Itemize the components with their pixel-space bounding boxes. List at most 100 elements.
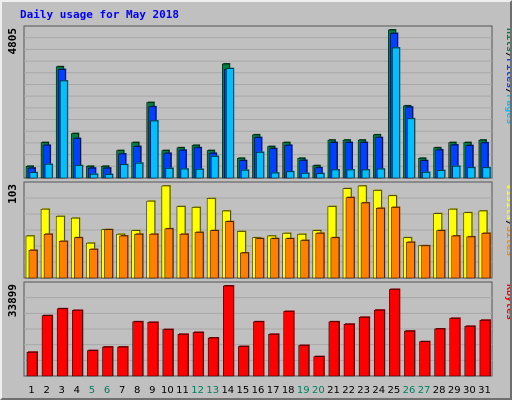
legend-visits: Visits: [504, 184, 510, 220]
bar-pages-day-25: [392, 47, 400, 179]
bar-sites-day-24: [375, 208, 385, 279]
bar-pages-day-1: [29, 172, 38, 179]
bar-pages-day-20: [316, 173, 325, 179]
x-tick-day-2: 2: [43, 385, 49, 396]
x-tick-day-19: 19: [297, 385, 310, 396]
bar-pages-day-3: [59, 80, 68, 179]
bar-sites-day-29: [451, 235, 460, 279]
bar-kbytes-day-6: [102, 346, 113, 377]
bar-pages-day-19: [301, 173, 309, 179]
bar-sites-day-19: [300, 240, 309, 279]
bar-pages-day-23: [361, 169, 370, 179]
x-tick-day-6: 6: [104, 385, 110, 396]
bar-pages-day-26: [407, 118, 415, 179]
bar-kbytes-day-24: [373, 309, 385, 377]
panel-1-legend: Hits/Files/Pages: [504, 28, 510, 124]
x-tick-day-9: 9: [149, 385, 155, 396]
bar-sites-day-31: [481, 233, 491, 279]
x-tick-day-7: 7: [119, 385, 125, 396]
bar-kbytes-day-22: [343, 323, 355, 377]
x-tick-day-26: 26: [403, 385, 416, 396]
bar-pages-day-9: [150, 120, 159, 179]
bar-kbytes-day-26: [404, 330, 415, 377]
bar-pages-day-31: [482, 167, 491, 179]
bar-kbytes-day-2: [41, 315, 53, 377]
bar-sites-day-5: [89, 249, 98, 279]
bar-kbytes-day-7: [117, 346, 128, 377]
legend-pages: Pages: [504, 94, 510, 124]
legend-sites: Sites: [504, 226, 510, 256]
bar-kbytes-day-4: [72, 310, 83, 377]
bar-sites-day-11: [179, 233, 189, 279]
bar-pages-day-16: [256, 152, 264, 179]
x-tick-day-10: 10: [161, 385, 174, 396]
x-tick-day-23: 23: [357, 385, 370, 396]
bar-kbytes-day-25: [389, 289, 400, 377]
bar-sites-day-16: [255, 238, 264, 279]
bar-sites-day-30: [466, 236, 476, 279]
bar-sites-day-7: [119, 235, 128, 279]
x-tick-day-15: 15: [237, 385, 250, 396]
bar-kbytes-day-20: [313, 356, 325, 377]
x-tick-day-1: 1: [28, 385, 34, 396]
bar-pages-day-12: [195, 169, 204, 179]
x-tick-day-4: 4: [74, 385, 80, 396]
bar-kbytes-day-30: [464, 326, 476, 377]
bar-pages-day-27: [422, 172, 430, 179]
bar-sites-day-18: [285, 238, 294, 279]
legend-files: Files: [504, 58, 510, 88]
bar-pages-day-8: [135, 162, 143, 179]
bar-kbytes-day-5: [87, 350, 98, 377]
bar-pages-day-4: [75, 165, 83, 179]
x-tick-day-24: 24: [372, 385, 385, 396]
bar-sites-day-13: [209, 230, 219, 279]
legend-hits: Hits: [504, 28, 510, 52]
bar-pages-day-11: [180, 168, 189, 179]
bar-kbytes-day-17: [268, 334, 279, 377]
x-tick-day-31: 31: [478, 385, 491, 396]
bar-kbytes-day-29: [449, 318, 460, 377]
bar-pages-day-29: [452, 166, 460, 179]
bar-pages-day-30: [467, 167, 476, 179]
panel-3-legend: KBytes: [504, 284, 510, 320]
bar-kbytes-day-28: [434, 328, 445, 377]
bar-sites-day-26: [406, 242, 415, 279]
x-tick-day-11: 11: [176, 385, 189, 396]
bar-kbytes-day-16: [253, 321, 264, 377]
x-tick-day-21: 21: [327, 385, 340, 396]
x-tick-day-27: 27: [418, 385, 431, 396]
bar-sites-day-27: [421, 245, 430, 279]
bar-kbytes-day-15: [238, 346, 249, 377]
legend-separator: /: [504, 88, 510, 94]
x-tick-day-30: 30: [463, 385, 476, 396]
bar-sites-day-4: [74, 237, 83, 279]
x-tick-day-28: 28: [433, 385, 446, 396]
bar-pages-day-22: [346, 169, 355, 179]
x-tick-day-13: 13: [206, 385, 219, 396]
bar-pages-day-5: [90, 174, 98, 179]
legend-kbytes: KBytes: [504, 284, 510, 320]
bar-sites-day-3: [58, 241, 68, 279]
x-tick-day-3: 3: [59, 385, 65, 396]
bar-kbytes-day-9: [147, 322, 159, 377]
bar-sites-day-12: [194, 232, 204, 279]
x-tick-day-14: 14: [221, 385, 234, 396]
bar-pages-day-17: [271, 172, 279, 179]
bar-kbytes-day-12: [192, 332, 204, 377]
bar-sites-day-20: [315, 233, 325, 279]
bar-kbytes-day-1: [26, 351, 38, 377]
bar-pages-day-13: [210, 156, 219, 179]
bar-kbytes-day-27: [419, 341, 430, 377]
x-tick-day-29: 29: [448, 385, 461, 396]
bar-sites-day-14: [225, 221, 234, 279]
bar-sites-day-9: [149, 233, 159, 279]
bar-sites-day-23: [360, 202, 370, 279]
bar-kbytes-day-18: [283, 311, 294, 377]
bar-sites-day-8: [134, 233, 143, 279]
bar-sites-day-25: [391, 207, 400, 279]
bar-kbytes-day-31: [479, 319, 491, 377]
bar-kbytes-day-21: [328, 321, 340, 377]
x-tick-day-16: 16: [252, 385, 265, 396]
